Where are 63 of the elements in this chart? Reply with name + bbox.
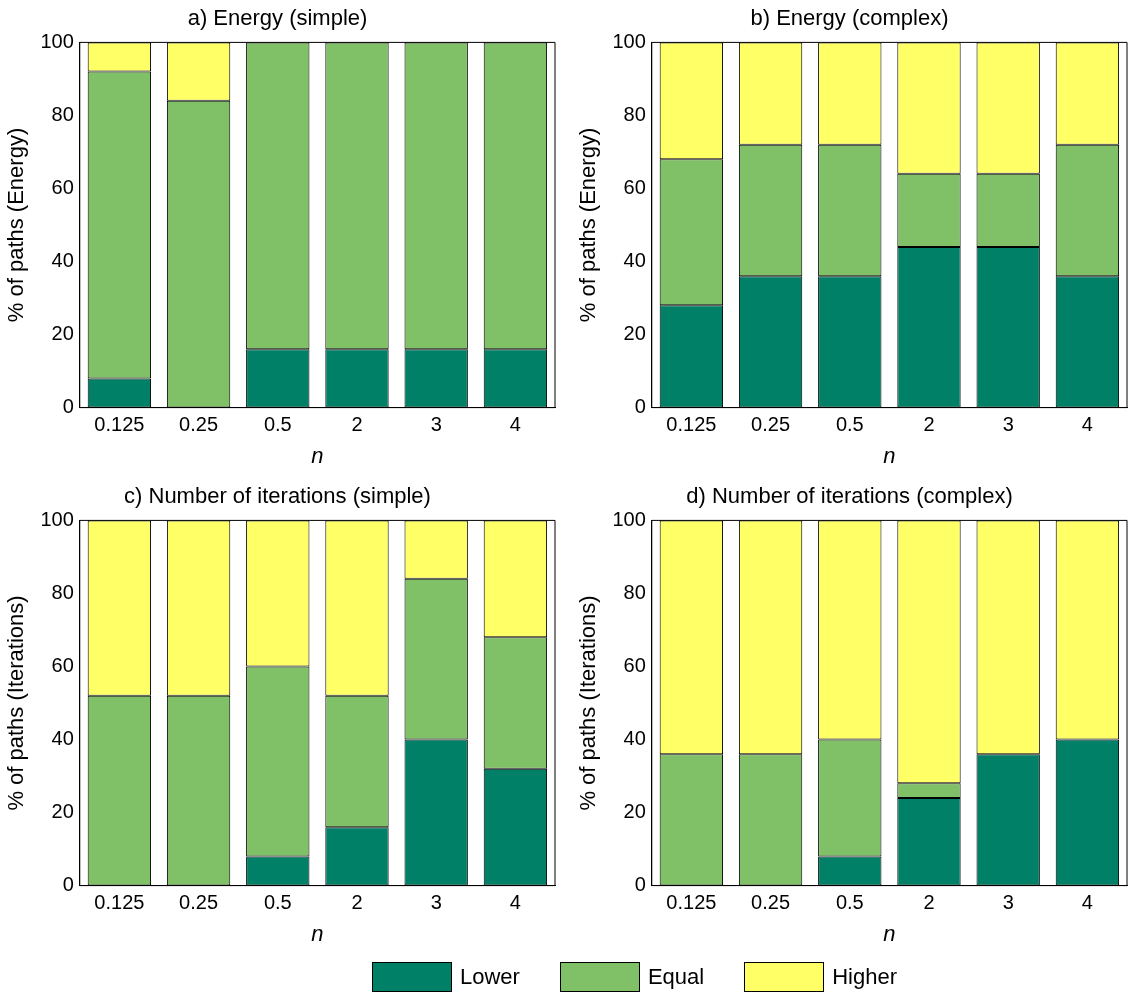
- x-tick-label: 0.125: [666, 891, 717, 914]
- y-tick-label: 60: [623, 654, 646, 676]
- y-axis-title: % of paths (Energy): [575, 127, 601, 323]
- x-tick-label: 3: [430, 413, 442, 436]
- y-tick-label: 100: [612, 29, 646, 52]
- chart-title: d) Number of iterations (complex): [686, 483, 1013, 509]
- y-tick-label: 20: [623, 322, 646, 345]
- x-axis-title: n: [883, 442, 896, 468]
- x-tick-label: 0.5: [263, 413, 292, 436]
- y-tick-label: 40: [623, 727, 646, 750]
- legend-label: Equal: [647, 964, 705, 990]
- y-tick-label: 20: [51, 800, 74, 823]
- y-tick-label: 0: [634, 395, 646, 418]
- x-tick-label: 4: [1081, 413, 1093, 436]
- y-tick-label: 40: [51, 727, 74, 750]
- x-tick-label: 2: [923, 413, 935, 436]
- x-tick-label: 3: [1002, 413, 1014, 436]
- y-tick-label: 100: [612, 507, 646, 530]
- y-tick-label: 20: [51, 322, 74, 345]
- x-axis-title: n: [311, 442, 324, 468]
- x-tick-label: 2: [923, 891, 935, 914]
- x-tick-label: 0.125: [94, 891, 145, 914]
- x-tick-label: 0.125: [666, 413, 717, 436]
- y-axis-title: % of paths (Energy): [3, 127, 29, 323]
- x-axis-title: n: [883, 920, 896, 946]
- x-tick-label: 0.25: [179, 891, 219, 914]
- x-tick-label: 2: [351, 891, 363, 914]
- y-tick-label: 20: [623, 800, 646, 823]
- x-tick-label: 2: [351, 413, 363, 436]
- x-tick-label: 0.25: [751, 891, 791, 914]
- x-tick-label: 4: [509, 413, 521, 436]
- x-tick-label: 0.5: [263, 891, 292, 914]
- legend-label: Lower: [460, 964, 520, 990]
- y-tick-label: 100: [40, 507, 74, 530]
- y-tick-label: 0: [62, 395, 74, 418]
- y-tick-label: 100: [40, 29, 74, 52]
- y-tick-label: 60: [623, 176, 646, 198]
- y-tick-label: 60: [51, 654, 74, 676]
- y-axis-title: % of paths (Iterations): [3, 595, 29, 811]
- x-tick-label: 3: [430, 891, 442, 914]
- chart-title: c) Number of iterations (simple): [124, 483, 431, 509]
- chart-title: b) Energy (complex): [750, 5, 949, 31]
- y-tick-label: 40: [51, 249, 74, 272]
- y-tick-label: 0: [62, 873, 74, 896]
- y-tick-label: 80: [623, 580, 646, 603]
- y-tick-label: 80: [51, 102, 74, 125]
- x-tick-label: 3: [1002, 891, 1014, 914]
- x-tick-label: 0.5: [835, 891, 864, 914]
- x-tick-label: 4: [1081, 891, 1093, 914]
- x-tick-label: 0.125: [94, 413, 145, 436]
- x-tick-label: 0.5: [835, 413, 864, 436]
- x-axis-title: n: [311, 920, 324, 946]
- y-tick-label: 80: [51, 580, 74, 603]
- x-tick-label: 0.25: [751, 413, 791, 436]
- chart-title: a) Energy (simple): [187, 5, 368, 31]
- x-tick-label: 0.25: [179, 413, 219, 436]
- y-tick-label: 60: [51, 176, 74, 198]
- y-axis-title: % of paths (Iterations): [575, 595, 601, 811]
- y-tick-label: 80: [623, 102, 646, 125]
- y-tick-label: 40: [623, 249, 646, 272]
- y-tick-label: 0: [634, 873, 646, 896]
- x-tick-label: 4: [509, 891, 521, 914]
- legend-label: Higher: [832, 964, 898, 990]
